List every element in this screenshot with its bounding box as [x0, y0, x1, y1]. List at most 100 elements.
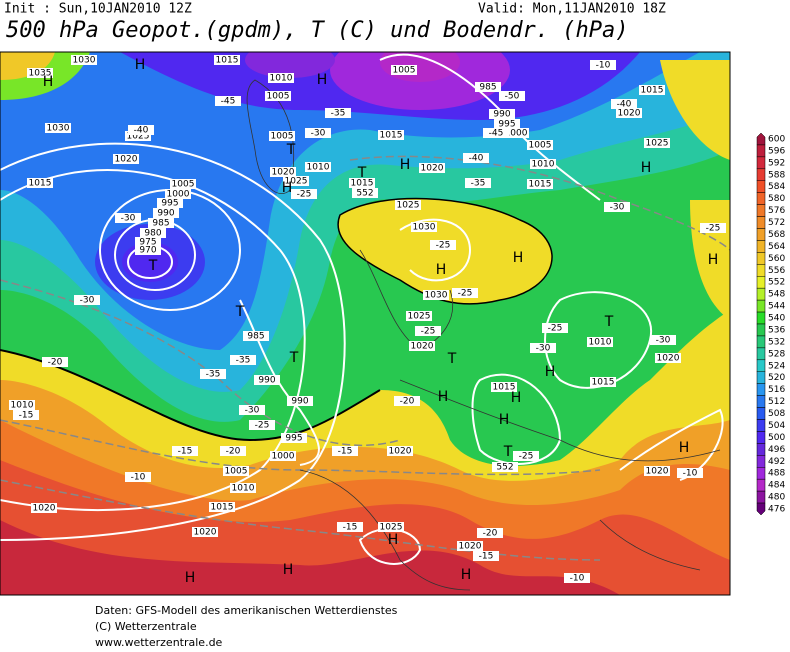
colorbar-label: 532 — [768, 337, 785, 347]
map-label: 985 — [152, 219, 169, 229]
map-label: -30 — [656, 336, 671, 346]
colorbar-swatch — [756, 431, 766, 444]
label-box — [644, 466, 670, 476]
label-box — [153, 208, 179, 218]
map-label: 1010 — [589, 338, 612, 348]
colorbar-label: 588 — [768, 170, 785, 180]
map-label: 980 — [144, 229, 161, 239]
label-box — [499, 91, 525, 101]
colorbar-label: 536 — [768, 325, 785, 335]
label-box — [249, 420, 275, 430]
map-label: -10 — [131, 473, 146, 483]
colorbar-label: 540 — [768, 314, 785, 324]
pressure-center: H — [513, 250, 524, 266]
map-label: 1010 — [11, 401, 34, 411]
colorbar-swatch — [756, 419, 766, 432]
colorbar-label: 512 — [768, 397, 785, 407]
label-box — [243, 331, 269, 341]
label-box — [564, 573, 590, 583]
colorbar-label: 584 — [768, 182, 785, 192]
label-box — [332, 446, 358, 456]
label-box — [352, 188, 378, 198]
map-label: 990 — [258, 376, 275, 386]
colorbar-label: 516 — [768, 385, 785, 395]
label-box — [325, 108, 351, 118]
map-label: 1005 — [267, 92, 290, 102]
colorbar-swatch — [756, 180, 766, 193]
colorbar-label: 520 — [768, 373, 785, 383]
map-label: -15 — [343, 523, 358, 533]
map-label: 1015 — [29, 179, 52, 189]
label-box — [477, 528, 503, 538]
label-box — [700, 223, 726, 233]
map-label: 1020 — [421, 164, 444, 174]
map-label: 1025 — [380, 523, 403, 533]
colorbar-label: 480 — [768, 493, 785, 503]
label-box — [291, 189, 317, 199]
colorbar-label: 500 — [768, 433, 785, 443]
colorbar-swatch — [756, 192, 766, 205]
map-label: -45 — [489, 129, 504, 139]
label-box — [281, 433, 307, 443]
label-box — [513, 451, 539, 461]
map-label: -25 — [297, 190, 312, 200]
label-box — [473, 551, 499, 561]
label-box — [590, 60, 616, 70]
map-label: 1000 — [505, 129, 528, 139]
label-box — [492, 462, 518, 472]
colorbar-label: 560 — [768, 254, 785, 264]
map-label: -40 — [469, 154, 484, 164]
label-box — [465, 178, 491, 188]
map-label: 995 — [498, 120, 515, 130]
label-box — [611, 99, 637, 109]
colorbar-label: 556 — [768, 266, 785, 276]
pressure-center: H — [282, 180, 293, 196]
map-label: 990 — [493, 110, 510, 120]
label-box — [415, 326, 441, 336]
map-label: 990 — [157, 209, 174, 219]
colorbar-label: 496 — [768, 445, 785, 455]
map-label: -40 — [617, 100, 632, 110]
colorbar-swatch — [756, 347, 766, 361]
map-title: 500 hPa Geopot.(gpdm), T (C) und Bodendr… — [6, 18, 629, 43]
colorbar-swatch — [756, 252, 766, 265]
map-label: 1005 — [172, 180, 195, 190]
map-label: 1010 — [232, 484, 255, 494]
colorbar-label: 592 — [768, 158, 785, 168]
label-box — [254, 375, 280, 385]
colorbar-label: 508 — [768, 409, 785, 419]
pressure-center: H — [135, 57, 146, 73]
pressure-center: H — [283, 562, 294, 578]
pressure-center: T — [503, 444, 513, 460]
pressure-center: H — [641, 160, 652, 176]
map-label: 995 — [161, 199, 178, 209]
label-box — [387, 446, 413, 456]
label-box — [113, 154, 139, 164]
pressure-center: H — [545, 364, 556, 380]
pressure-center: H — [43, 74, 54, 90]
colorbar-swatch — [756, 168, 766, 181]
label-box — [491, 382, 517, 392]
colorbar-label: 564 — [768, 242, 785, 252]
pressure-center: T — [604, 314, 614, 330]
init-time: Init : Sun,10JAN2010 12Z — [4, 2, 192, 17]
map-label: 995 — [285, 434, 302, 444]
label-box — [230, 355, 256, 365]
colorbar-swatch — [756, 371, 766, 384]
map-label: 985 — [247, 332, 264, 342]
label-box — [616, 108, 642, 118]
colorbar-swatch — [756, 216, 766, 229]
map-label: -20 — [483, 529, 498, 539]
map-label: 552 — [356, 189, 373, 199]
map-label: 1015 — [211, 503, 234, 513]
colorbar-swatch — [756, 335, 766, 349]
footer-line: www.wetterzentrale.de — [95, 636, 223, 648]
label-box — [157, 198, 183, 208]
map-label: -25 — [548, 324, 563, 334]
label-box — [475, 82, 501, 92]
pressure-center: H — [511, 390, 522, 406]
label-box — [148, 218, 174, 228]
label-box — [220, 446, 246, 456]
label-box — [639, 85, 665, 95]
map-label: -25 — [255, 421, 270, 431]
